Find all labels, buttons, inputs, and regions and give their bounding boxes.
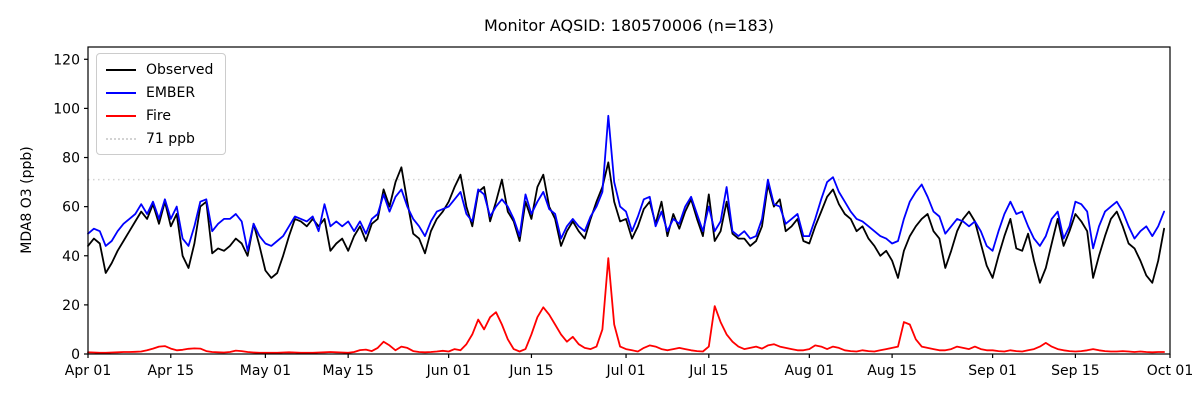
y-tick-label: 40 xyxy=(62,249,80,265)
y-tick-label: 0 xyxy=(71,347,80,363)
legend-item-ember: EMBER xyxy=(106,83,213,102)
threshold-line-swatch xyxy=(106,137,136,140)
series-ember-line xyxy=(87,114,1165,252)
legend-label-threshold: 71 ppb xyxy=(146,130,195,147)
legend-label-fire: Fire xyxy=(146,107,171,124)
x-tick-label: Aug 15 xyxy=(867,363,917,379)
legend-item-threshold: 71 ppb xyxy=(106,129,213,148)
legend-item-fire: Fire xyxy=(106,106,213,125)
x-tick-label: Jul 15 xyxy=(688,363,728,379)
axes-frame xyxy=(87,46,1171,355)
x-tick-label: Sep 01 xyxy=(968,363,1017,379)
x-tick-label: Jul 01 xyxy=(605,363,645,379)
legend-label-observed: Observed xyxy=(146,61,214,78)
y-tick-label: 20 xyxy=(62,298,80,314)
x-tick-label: Oct 01 xyxy=(1147,363,1193,379)
x-tick-label: Apr 01 xyxy=(65,363,111,379)
observed-line-swatch xyxy=(106,68,136,71)
fire-line-swatch xyxy=(106,114,136,117)
series-fire-line xyxy=(87,257,1165,354)
legend-label-ember: EMBER xyxy=(146,84,196,101)
x-tick-label: Jun 01 xyxy=(426,363,471,379)
x-tick-label: Apr 15 xyxy=(148,363,194,379)
x-tick-label: Jun 15 xyxy=(508,363,553,379)
x-tick-label: Aug 01 xyxy=(785,363,835,379)
chart-title: Monitor AQSID: 180570006 (n=183) xyxy=(483,16,775,35)
y-tick-label: 120 xyxy=(53,52,80,68)
legend-item-observed: Observed xyxy=(106,60,213,79)
ember-line-swatch xyxy=(106,91,136,94)
series-observed-line xyxy=(87,161,1165,284)
y-tick-label: 80 xyxy=(62,151,80,167)
y-tick-label: 100 xyxy=(53,101,80,117)
x-tick-label: May 01 xyxy=(240,363,291,379)
x-tick-label: May 15 xyxy=(323,363,374,379)
x-tick-label: Sep 15 xyxy=(1051,363,1100,379)
y-tick-label: 60 xyxy=(62,200,80,216)
legend: Observed EMBER Fire 71 ppb xyxy=(96,53,227,155)
